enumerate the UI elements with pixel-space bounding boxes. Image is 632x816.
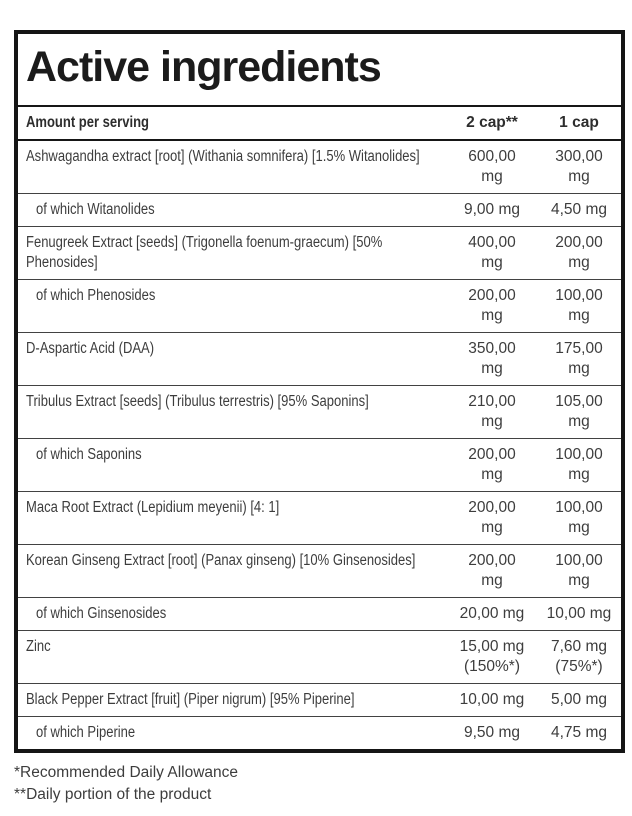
amount-2cap: 210,00 mg bbox=[468, 393, 516, 431]
ingredient-name: of which Saponins bbox=[36, 446, 142, 464]
ingredient-name: Tribulus Extract [seeds] (Tribulus terre… bbox=[26, 393, 369, 411]
ingredient-subrow: of which Ginsenosides 20,00 mg 10,00 mg bbox=[18, 597, 621, 630]
ingredient-name: Zinc bbox=[26, 638, 51, 656]
table-title-area: Active ingredients bbox=[18, 34, 621, 105]
ingredient-row: Tribulus Extract [seeds] (Tribulus terre… bbox=[18, 385, 621, 438]
ingredient-name: D-Aspartic Acid (DAA) bbox=[26, 340, 155, 358]
active-ingredients-table: Active ingredients Amount per serving 2 … bbox=[14, 30, 625, 754]
column-header-1cap: 1 cap bbox=[559, 114, 599, 132]
ingredient-row: Black Pepper Extract [fruit] (Piper nigr… bbox=[18, 683, 621, 716]
amount-1cap: 175,00 mg bbox=[555, 340, 603, 378]
table-body: Ashwagandha extract [root] (Withania som… bbox=[18, 141, 621, 749]
ingredient-name: of which Piperine bbox=[36, 724, 136, 742]
ingredient-row: Korean Ginseng Extract [root] (Panax gin… bbox=[18, 544, 621, 597]
ingredient-row: Zinc 15,00 mg (150%*) 7,60 mg (75%*) bbox=[18, 630, 621, 683]
ingredient-name: Korean Ginseng Extract [root] (Panax gin… bbox=[26, 552, 416, 570]
ingredient-row: Maca Root Extract (Lepidium meyenii) [4:… bbox=[18, 491, 621, 544]
table-title: Active ingredients bbox=[26, 43, 382, 91]
amount-1cap: 100,00 mg bbox=[555, 287, 603, 325]
amount-1cap: 5,00 mg bbox=[550, 691, 607, 709]
ingredient-name: of which Phenosides bbox=[36, 287, 156, 305]
amount-2cap: 600,00 mg bbox=[468, 148, 516, 186]
amount-1cap: 7,60 mg (75%*) bbox=[550, 638, 607, 676]
amount-2cap: 9,50 mg bbox=[463, 724, 520, 742]
amount-1cap: 4,50 mg bbox=[550, 201, 607, 219]
amount-2cap: 20,00 mg bbox=[459, 605, 525, 623]
ingredient-name: Fenugreek Extract [seeds] (Trigonella fo… bbox=[26, 234, 383, 272]
footnotes: *Recommended Daily Allowance **Daily por… bbox=[14, 762, 238, 806]
ingredient-name: Black Pepper Extract [fruit] (Piper nigr… bbox=[26, 691, 355, 709]
column-header-2cap: 2 cap** bbox=[466, 114, 518, 132]
amount-1cap: 105,00 mg bbox=[555, 393, 603, 431]
ingredient-row: D-Aspartic Acid (DAA) 350,00 mg 175,00 m… bbox=[18, 332, 621, 385]
table-header-row: Amount per serving 2 cap** 1 cap bbox=[18, 105, 621, 142]
amount-1cap: 100,00 mg bbox=[555, 499, 603, 537]
amount-2cap: 350,00 mg bbox=[468, 340, 516, 378]
amount-2cap: 200,00 mg bbox=[468, 552, 516, 590]
amount-1cap: 10,00 mg bbox=[546, 605, 612, 623]
amount-1cap: 100,00 mg bbox=[555, 446, 603, 484]
ingredient-name: Ashwagandha extract [root] (Withania som… bbox=[26, 148, 420, 166]
amount-2cap: 200,00 mg bbox=[468, 287, 516, 325]
ingredient-name: of which Witanolides bbox=[36, 201, 155, 219]
ingredient-subrow: of which Witanolides 9,00 mg 4,50 mg bbox=[18, 193, 621, 226]
ingredient-subrow: of which Phenosides 200,00 mg 100,00 mg bbox=[18, 279, 621, 332]
column-header-amount-per-serving: Amount per serving bbox=[26, 114, 149, 132]
amount-1cap: 4,75 mg bbox=[550, 724, 607, 742]
amount-1cap: 100,00 mg bbox=[555, 552, 603, 590]
amount-1cap: 300,00 mg bbox=[555, 148, 603, 186]
amount-2cap: 200,00 mg bbox=[468, 499, 516, 537]
amount-1cap: 200,00 mg bbox=[555, 234, 603, 272]
ingredient-row: Ashwagandha extract [root] (Withania som… bbox=[18, 141, 621, 193]
footnote-rda: *Recommended Daily Allowance bbox=[14, 764, 239, 781]
footnote-daily-portion: **Daily portion of the product bbox=[14, 786, 212, 803]
amount-2cap: 10,00 mg bbox=[459, 691, 525, 709]
amount-2cap: 15,00 mg (150%*) bbox=[459, 638, 525, 676]
amount-2cap: 400,00 mg bbox=[468, 234, 516, 272]
ingredient-row: Fenugreek Extract [seeds] (Trigonella fo… bbox=[18, 226, 621, 279]
amount-2cap: 9,00 mg bbox=[463, 201, 520, 219]
ingredient-subrow: of which Piperine 9,50 mg 4,75 mg bbox=[18, 716, 621, 749]
ingredient-name: of which Ginsenosides bbox=[36, 605, 167, 623]
ingredient-name: Maca Root Extract (Lepidium meyenii) [4:… bbox=[26, 499, 280, 517]
amount-2cap: 200,00 mg bbox=[468, 446, 516, 484]
ingredient-subrow: of which Saponins 200,00 mg 100,00 mg bbox=[18, 438, 621, 491]
